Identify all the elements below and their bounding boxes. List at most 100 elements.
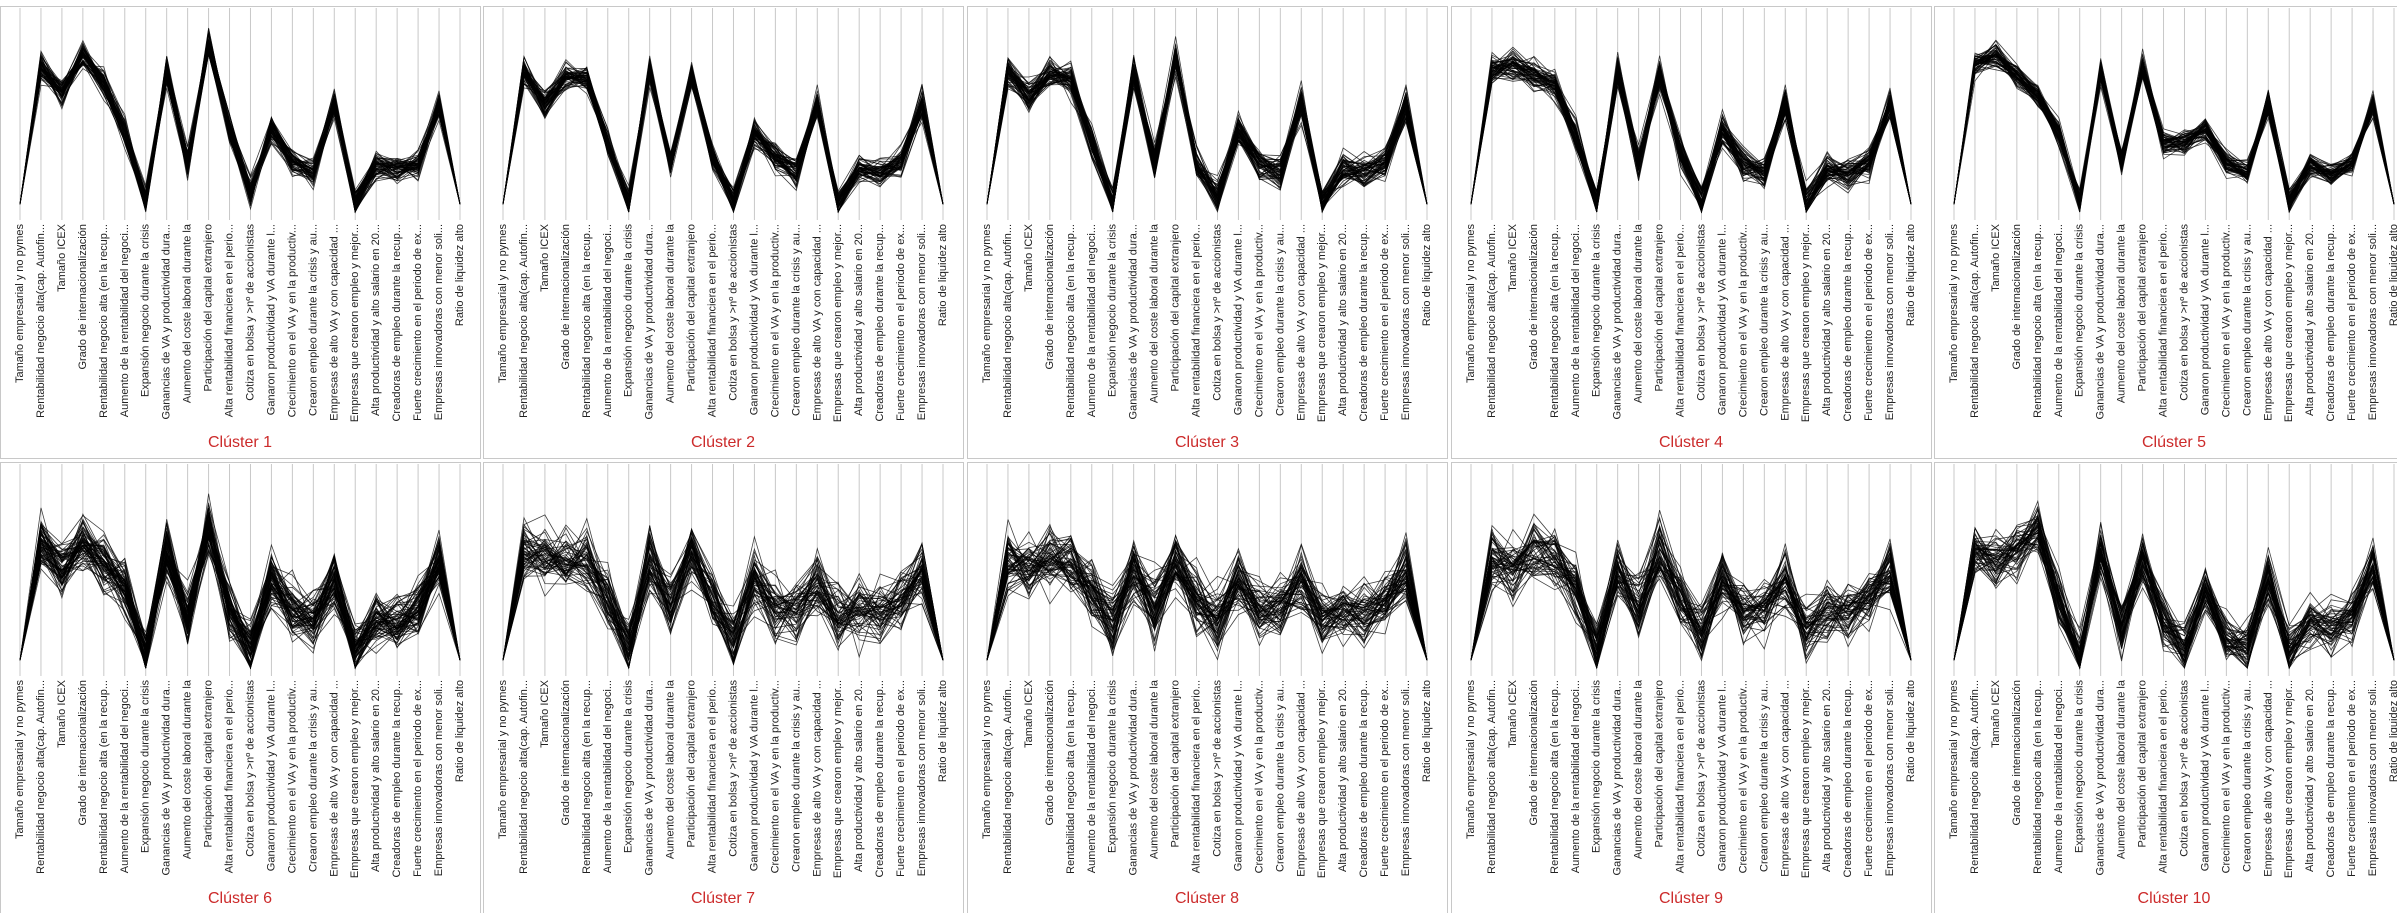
axis-tick-label: Aumento del coste laboral durante la: [182, 679, 194, 859]
axis-tick-label: Cotiza en bolsa y >nº de accionistas: [244, 224, 256, 401]
cluster-panel-4: Tamaño empresarial y no pymes Rentabilida…: [1451, 6, 1932, 459]
axis-tick-label: Cotiza en bolsa y >nº de accionistas: [727, 680, 739, 857]
cluster-member-line: [986, 563, 1428, 661]
cluster-member-line: [1953, 39, 2395, 208]
cluster-member-line: [1953, 533, 2395, 669]
cluster-member-line: [19, 41, 461, 208]
axis-tick-label: Ratio de liquidez alto: [1905, 680, 1917, 782]
axis-tick-label: Cotiza en bolsa y >nº de accionistas: [244, 680, 256, 857]
cluster-member-line: [502, 68, 944, 211]
axis-tick-label: Crecimiento en el VA y en la productiv..…: [1737, 224, 1749, 417]
cluster-member-line: [1470, 65, 1912, 213]
cluster-member-line: [19, 47, 461, 212]
cluster-member-line: [502, 61, 944, 214]
axis-tick-label: Empresas de alto VA y con capacidad ...: [1779, 680, 1791, 877]
axis-tick-label: Creadoras de empleo durante la recup...: [1358, 680, 1370, 878]
axis-tick-label: Alta productividad y alto salario en 20.…: [370, 680, 382, 872]
series-lines: [502, 514, 944, 670]
axis-tick-label: Fuerte crecimiento en el periodo de ex..…: [1379, 680, 1391, 877]
axis-tick-label: Empresas que crearon empleo y mejor...: [832, 224, 844, 422]
cluster-panel-8: Tamaño empresarial y no pymes Rentabilida…: [967, 462, 1448, 913]
axis-tick-label: Empresas de alto VA y con capacidad ...: [328, 680, 340, 877]
cluster-member-line: [19, 52, 461, 212]
axis-tick-label: Participación del capital extranjero: [1654, 680, 1666, 848]
axis-tick-label: Crearon empleo durante la crisis y au...: [2241, 680, 2253, 872]
panel-frame: [1451, 6, 1932, 459]
axis-tick-label: Aumento de la rentabilidad del negoci...: [119, 680, 131, 873]
axis-tick-label: Empresas de alto VA y con capacidad ...: [811, 224, 823, 421]
cluster-member-line: [1953, 536, 2395, 670]
cluster-member-line: [1470, 527, 1912, 661]
axis-tick-label: Rentabilidad negocio alta(cap. Autofin..…: [1002, 680, 1014, 874]
cluster-member-line: [19, 54, 461, 209]
cluster-member-line: [1470, 65, 1912, 214]
cluster-member-line: [1470, 540, 1912, 661]
cluster-member-line: [19, 46, 461, 206]
axis-tick-label: Empresas de alto VA y con capacidad ...: [1779, 224, 1791, 421]
axis-tick-label: Expansión negocio durante la crisis: [1107, 224, 1119, 398]
axis-tick-label: Crearon empleo durante la crisis y au...: [1758, 680, 1770, 872]
axis-tick-label: Tamaño empresarial y no pymes: [1465, 680, 1477, 839]
cluster-member-line: [19, 48, 461, 205]
axis-tick-label: Crecimiento en el VA y en la productiv..…: [769, 680, 781, 873]
cluster-member-line: [1470, 60, 1912, 205]
axis-tick-label: Grado de internacionalización: [1044, 224, 1056, 370]
axis-tick-label: Crearon empleo durante la crisis y au...: [307, 680, 319, 872]
axis-tick-label: Rentabilidad negocio alta (en la recup..…: [1549, 224, 1561, 418]
axis-tick-label: Creadoras de empleo durante la recup...: [391, 224, 403, 422]
cluster-member-line: [986, 547, 1428, 661]
axis-tick-label: Aumento de la rentabilidad del negoci...: [2053, 224, 2065, 417]
cluster-panel-1: Tamaño empresarial y no pymes Rentabilida…: [0, 6, 481, 459]
axis-tick-label: Crecimiento en el VA y en la productiv..…: [1253, 224, 1265, 417]
axis-tick-label: Alta productividad y alto salario en 20.…: [1821, 224, 1833, 416]
cluster-title: Clúster 8: [1175, 890, 1239, 907]
axis-tick-label: Creadoras de empleo durante la recup...: [2325, 680, 2337, 878]
cluster-panel-7: Tamaño empresarial y no pymes Rentabilida…: [483, 462, 964, 913]
axis-tick-label: Tamaño ICEX: [1990, 223, 2002, 292]
axis-tick-label: Expansión negocio durante la crisis: [623, 680, 635, 854]
axis-tick-label: Cotiza en bolsa y >nº de accionistas: [2178, 224, 2190, 401]
panel-frame: [483, 462, 964, 913]
axis-tick-label: Alta rentabilidad financiera en el perio…: [224, 680, 236, 873]
axis-tick-label: Empresas innovadoras con menor soli...: [916, 224, 928, 420]
axis-tick-label: Alta rentabilidad financiera en el perio…: [1675, 680, 1687, 873]
cluster-member-line: [1470, 59, 1912, 209]
axis-tick-label: Ganancias de VA y productividad dura...: [1128, 224, 1140, 419]
axis-tick-label: Grado de internacionalización: [560, 680, 572, 826]
axis-tick-label: Ratio de liquidez alto: [2388, 680, 2397, 782]
cluster-member-line: [1470, 58, 1912, 207]
axis-tick-label: Tamaño ICEX: [1023, 223, 1035, 292]
cluster-member-line: [502, 56, 944, 213]
axis-tick-label: Grado de internacionalización: [2011, 680, 2023, 826]
axis-tick-label: Rentabilidad negocio alta(cap. Autofin..…: [518, 680, 530, 874]
axis-tick-label: Creadoras de empleo durante la recup...: [1358, 224, 1370, 422]
cluster-panel-2: Tamaño empresarial y no pymes Rentabilida…: [483, 6, 964, 459]
cluster-member-line: [502, 536, 944, 661]
axis-tick-label: Tamaño ICEX: [1990, 679, 2002, 748]
cluster-member-line: [986, 534, 1428, 661]
cluster-member-line: [1953, 506, 2395, 666]
cluster-member-line: [19, 43, 461, 209]
axis-tick-label: Participación del capital extranjero: [1170, 224, 1182, 392]
axis-tick-label: Empresas innovadoras con menor soli...: [2367, 680, 2379, 876]
axis-tick-label: Crecimiento en el VA y en la productiv..…: [1253, 680, 1265, 873]
cluster-title: Clúster 4: [1659, 434, 1723, 451]
axis-tick-label: Aumento de la rentabilidad del negoci...: [1086, 680, 1098, 873]
axis-tick-label: Empresas innovadoras con menor soli...: [2367, 224, 2379, 420]
axis-tick-label: Expansión negocio durante la crisis: [140, 224, 152, 398]
axis-tick-label: Participación del capital extranjero: [1170, 680, 1182, 848]
axis-tick-label: Participación del capital extranjero: [686, 224, 698, 392]
cluster-member-line: [986, 47, 1428, 211]
cluster-member-line: [986, 532, 1428, 661]
axis-tick-label: Rentabilidad negocio alta(cap. Autofin..…: [1002, 224, 1014, 418]
axis-tick-label: Empresas que crearon empleo y mejor...: [349, 224, 361, 422]
axis-tick-label: Tamaño ICEX: [539, 679, 551, 748]
axis-tick-label: Fuerte crecimiento en el periodo de ex..…: [1379, 224, 1391, 421]
cluster-title: Clúster 5: [2142, 434, 2206, 451]
cluster-title: Clúster 9: [1659, 890, 1723, 907]
axis-tick-label: Alta productividad y alto salario en 20.…: [853, 680, 865, 872]
axis-tick-label: Aumento del coste laboral durante la: [665, 679, 677, 859]
axis-tick-label: Rentabilidad negocio alta(cap. Autofin..…: [518, 224, 530, 418]
axis-tick-label: Rentabilidad negocio alta(cap. Autofin..…: [1969, 224, 1981, 418]
axis-tick-label: Ganancias de VA y productividad dura...: [1612, 224, 1624, 419]
